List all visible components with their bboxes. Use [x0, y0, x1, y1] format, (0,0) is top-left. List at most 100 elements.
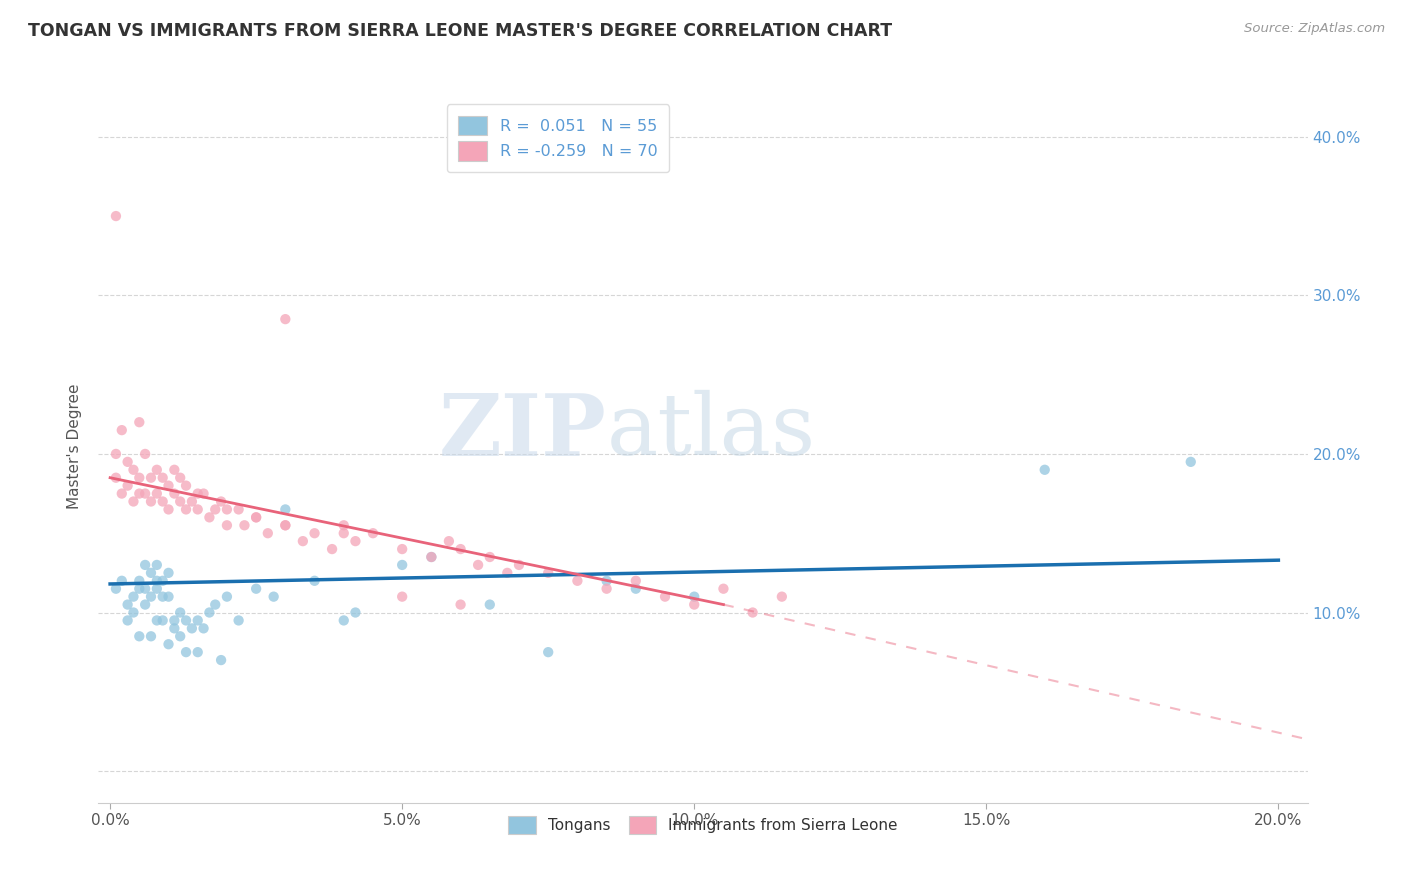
Point: [180, 494, 202, 508]
Point: [187, 614, 209, 628]
Point: [152, 471, 174, 485]
Point: [111, 486, 134, 500]
Point: [104, 447, 127, 461]
Point: [204, 598, 226, 612]
Point: [467, 558, 489, 572]
Point: [344, 534, 367, 549]
Point: [478, 598, 501, 612]
Point: [128, 415, 150, 429]
Point: [595, 582, 617, 596]
Point: [624, 582, 647, 596]
Point: [215, 590, 238, 604]
Point: [134, 558, 156, 572]
Point: [163, 463, 186, 477]
Point: [163, 621, 186, 635]
Point: [209, 653, 232, 667]
Point: [450, 598, 472, 612]
Point: [122, 606, 145, 620]
Point: [122, 494, 145, 508]
Point: [391, 590, 413, 604]
Point: [128, 629, 150, 643]
Point: [139, 471, 162, 485]
Point: [139, 566, 162, 580]
Point: [198, 510, 221, 524]
Point: [420, 549, 443, 564]
Point: [204, 502, 226, 516]
Point: [104, 209, 127, 223]
Point: [304, 574, 326, 588]
Point: [450, 542, 472, 557]
Point: [134, 582, 156, 596]
Point: [117, 614, 139, 628]
Point: [139, 494, 162, 508]
Point: [770, 590, 793, 604]
Y-axis label: Master's Degree: Master's Degree: [67, 384, 83, 508]
Point: [157, 566, 180, 580]
Point: [361, 526, 384, 541]
Legend: Tongans, Immigrants from Sierra Leone: Tongans, Immigrants from Sierra Leone: [498, 805, 908, 845]
Text: ZIP: ZIP: [439, 390, 606, 474]
Point: [304, 526, 326, 541]
Point: [291, 534, 314, 549]
Point: [595, 574, 617, 588]
Point: [209, 494, 232, 508]
Point: [157, 590, 180, 604]
Point: [169, 606, 191, 620]
Point: [169, 494, 191, 508]
Point: [111, 574, 134, 588]
Point: [174, 502, 197, 516]
Point: [245, 510, 267, 524]
Point: [104, 471, 127, 485]
Point: [122, 590, 145, 604]
Point: [233, 518, 256, 533]
Point: [344, 606, 367, 620]
Point: [111, 423, 134, 437]
Point: [152, 614, 174, 628]
Point: [198, 606, 221, 620]
Point: [134, 447, 156, 461]
Point: [741, 606, 763, 620]
Point: [157, 478, 180, 492]
Point: [187, 502, 209, 516]
Point: [128, 582, 150, 596]
Point: [146, 463, 169, 477]
Point: [157, 637, 180, 651]
Point: [332, 526, 354, 541]
Point: [332, 518, 354, 533]
Point: [215, 502, 238, 516]
Point: [1180, 455, 1202, 469]
Point: [117, 455, 139, 469]
Point: [117, 598, 139, 612]
Point: [274, 518, 297, 533]
Point: [420, 549, 443, 564]
Point: [139, 629, 162, 643]
Point: [163, 614, 186, 628]
Point: [478, 549, 501, 564]
Text: TONGAN VS IMMIGRANTS FROM SIERRA LEONE MASTER'S DEGREE CORRELATION CHART: TONGAN VS IMMIGRANTS FROM SIERRA LEONE M…: [28, 22, 893, 40]
Point: [134, 598, 156, 612]
Point: [187, 486, 209, 500]
Point: [228, 502, 250, 516]
Point: [134, 486, 156, 500]
Point: [391, 558, 413, 572]
Text: Source: ZipAtlas.com: Source: ZipAtlas.com: [1244, 22, 1385, 36]
Point: [169, 629, 191, 643]
Point: [174, 478, 197, 492]
Point: [508, 558, 530, 572]
Point: [152, 494, 174, 508]
Point: [193, 486, 215, 500]
Point: [117, 478, 139, 492]
Point: [187, 645, 209, 659]
Point: [215, 518, 238, 533]
Point: [537, 645, 560, 659]
Point: [146, 614, 169, 628]
Point: [245, 510, 267, 524]
Point: [104, 582, 127, 596]
Point: [332, 614, 354, 628]
Point: [713, 582, 735, 596]
Point: [169, 471, 191, 485]
Point: [1033, 463, 1056, 477]
Point: [496, 566, 519, 580]
Point: [228, 614, 250, 628]
Point: [654, 590, 676, 604]
